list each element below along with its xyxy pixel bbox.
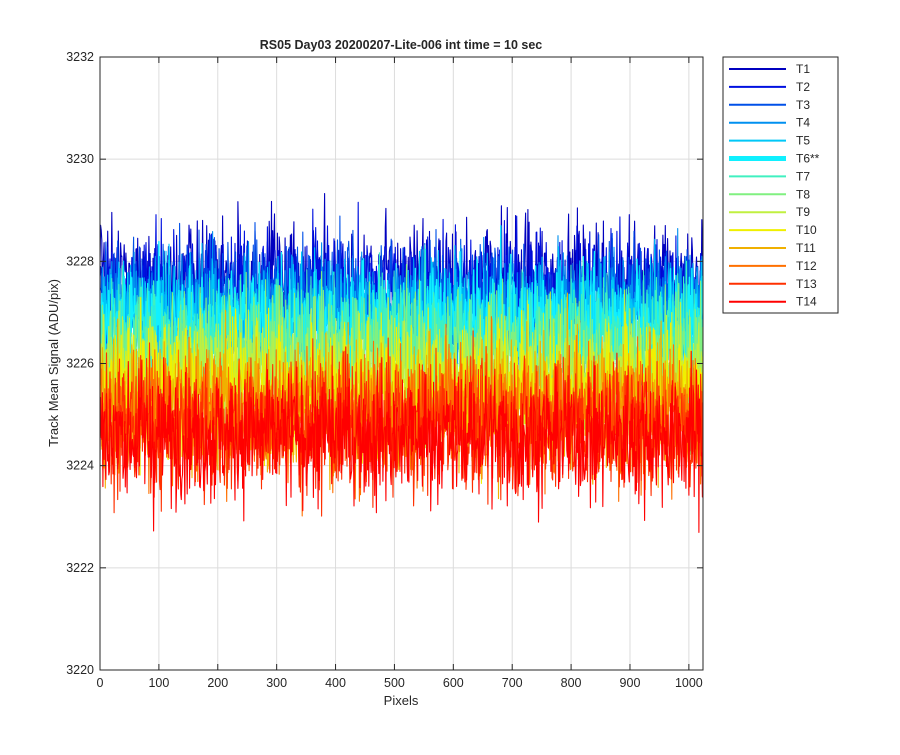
legend: T1 T2 T3 T4 T5 T6** T7 T8 T9 T10 T11 T12 T13 T14 [722,56,839,314]
legend-label: T12 [796,259,817,273]
y-tick-label: 3230 [66,152,94,166]
legend-label: T2 [796,80,810,94]
y-tick-label: 3228 [66,254,94,268]
legend-label: T11 [796,241,816,255]
legend-label: T4 [796,116,810,130]
legend-label: T9 [796,205,810,219]
x-tick-label: 0 [97,676,104,690]
legend-label: T10 [796,223,817,237]
legend-label: T6** [796,152,820,166]
x-tick-label: 400 [325,676,346,690]
legend-box [722,56,839,314]
y-tick-label: 3226 [66,357,94,371]
x-tick-label: 1000 [675,676,703,690]
legend-label: T1 [796,62,810,76]
series-line-T14 [100,346,703,533]
y-axis: 3220 3222 3224 3226 3228 3230 3232 [66,50,703,677]
y-tick-label: 3222 [66,561,94,575]
y-tick-label: 3220 [66,663,94,677]
legend-label: T5 [796,134,810,148]
legend-label: T14 [796,295,817,309]
series-layer [100,193,703,533]
legend-label: T3 [796,98,810,112]
x-axis-label: Pixels [384,693,419,708]
y-tick-label: 3224 [66,459,94,473]
x-tick-label: 200 [207,676,228,690]
legend-label: T13 [796,277,817,291]
legend-label: T7 [796,169,810,183]
x-tick-label: 900 [620,676,641,690]
x-tick-label: 300 [266,676,287,690]
y-axis-label: Track Mean Signal (ADU/pix) [46,279,61,447]
x-tick-label: 600 [443,676,464,690]
x-tick-label: 100 [148,676,169,690]
x-tick-label: 500 [384,676,405,690]
legend-label: T8 [796,187,810,201]
x-tick-label: 700 [502,676,523,690]
x-axis: 0 100 200 300 400 500 600 700 800 900 1000 [97,57,703,690]
x-tick-label: 800 [561,676,582,690]
chart-title: RS05 Day03 20200207-Lite-006 int time = … [260,38,543,52]
series-line-T13 [100,330,703,517]
y-tick-label: 3232 [66,50,94,64]
